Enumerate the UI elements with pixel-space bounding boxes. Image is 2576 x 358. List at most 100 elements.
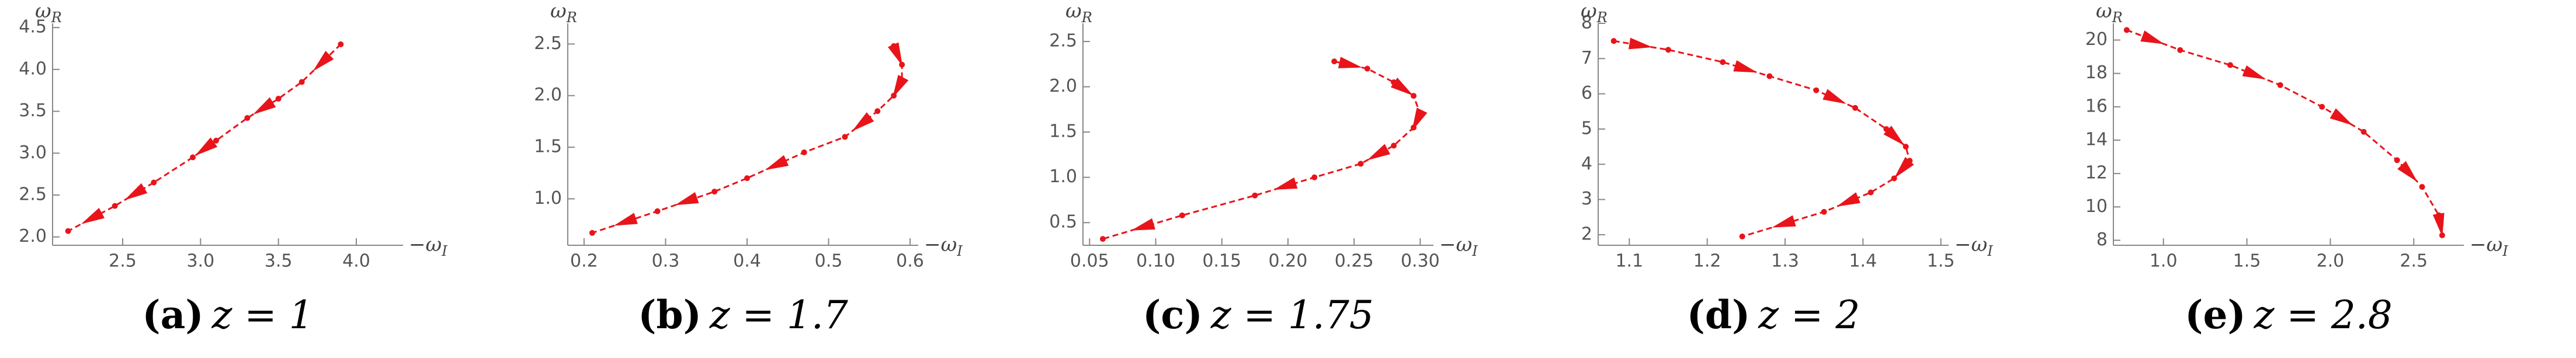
x-tick-label: 1.3 xyxy=(1771,251,1799,272)
arrow xyxy=(2397,161,2418,182)
x-axis-label: −ωI xyxy=(1954,233,1993,259)
point xyxy=(1766,73,1773,79)
point xyxy=(1411,124,1417,131)
x-tick-label: 4.0 xyxy=(342,251,370,272)
x-label-base: −ω xyxy=(924,233,957,256)
point xyxy=(1311,174,1318,180)
y-tick-label: 12 xyxy=(2085,163,2108,183)
arrow xyxy=(1836,192,1860,207)
x-tick-label: 0.10 xyxy=(1136,251,1175,272)
y-tick-label: 0.5 xyxy=(1049,212,1077,232)
point xyxy=(1391,79,1397,85)
arrow xyxy=(1733,60,1758,73)
x-axis-label: −ωI xyxy=(924,233,963,259)
point xyxy=(891,92,897,99)
x-tick-label: 0.05 xyxy=(1070,251,1109,272)
point xyxy=(1665,47,1671,53)
curve xyxy=(1613,40,1911,238)
point xyxy=(213,137,219,144)
arrow xyxy=(1131,218,1155,231)
arrow xyxy=(2329,108,2353,126)
arrow xyxy=(124,183,148,200)
point xyxy=(1364,65,1370,72)
caption: (b) z = 1.7 xyxy=(638,292,848,338)
y-tick-label: 2 xyxy=(1581,224,1592,244)
caption-math: z = 1.75 xyxy=(1210,293,1374,338)
point xyxy=(842,134,848,140)
x-label-sub: I xyxy=(2502,243,2508,259)
point xyxy=(899,61,905,68)
point xyxy=(1252,192,1258,199)
y-tick-label: 4 xyxy=(1581,154,1592,174)
point xyxy=(2227,62,2233,68)
point xyxy=(65,228,71,234)
point xyxy=(1099,236,1106,242)
y-label-sub: R xyxy=(1596,9,1608,26)
x-label-sub: I xyxy=(1471,243,1478,259)
x-tick-label: 2.0 xyxy=(2317,251,2345,272)
point xyxy=(1417,111,1424,117)
x-tick-label: 2.5 xyxy=(2400,251,2428,272)
point xyxy=(190,154,196,161)
point xyxy=(1821,208,1827,215)
point xyxy=(2123,27,2130,33)
x-tick-label: 0.15 xyxy=(1202,251,1241,272)
y-label-base: ω xyxy=(1065,0,1082,23)
point xyxy=(874,108,881,114)
x-label-base: −ω xyxy=(1439,233,1472,256)
point xyxy=(2319,103,2325,110)
x-tick-label: 0.2 xyxy=(570,251,598,272)
x-tick-label: 0.3 xyxy=(652,251,680,272)
y-label-base: ω xyxy=(35,0,51,23)
y-tick-label: 10 xyxy=(2085,196,2108,217)
y-axis-label: ωR xyxy=(1581,0,1608,26)
y-tick-label: 1.5 xyxy=(1049,121,1077,142)
arrow xyxy=(675,192,699,206)
y-axis-label: ωR xyxy=(550,0,577,26)
y-tick-label: 8 xyxy=(1581,13,1592,33)
x-tick-label: 3.5 xyxy=(265,251,293,272)
arrow xyxy=(1338,57,1363,68)
y-label-base: ω xyxy=(550,0,567,23)
x-axis-label: −ωI xyxy=(409,233,447,259)
caption-label: (a) xyxy=(142,292,203,338)
arrow xyxy=(887,42,903,67)
x-label-base: −ω xyxy=(1954,233,1987,256)
point xyxy=(2177,47,2183,53)
caption-math: z = 1.7 xyxy=(709,293,848,338)
y-tick-label: 20 xyxy=(2085,29,2108,50)
point xyxy=(801,149,807,155)
arrow xyxy=(313,51,334,72)
caption: (d) z = 2 xyxy=(1687,292,1860,338)
y-axis-label: ωR xyxy=(1065,0,1092,26)
caption: (e) z = 2.8 xyxy=(2185,292,2392,338)
x-tick-label: 1.0 xyxy=(2150,251,2178,272)
y-axis-label: ωR xyxy=(2096,0,2123,26)
y-tick-label: 2.5 xyxy=(1049,31,1077,51)
curve xyxy=(2126,29,2443,236)
y-tick-label: 3.0 xyxy=(19,142,47,163)
y-tick-label: 5 xyxy=(1581,118,1592,138)
y-tick-label: 18 xyxy=(2085,62,2108,83)
y-label-sub: R xyxy=(566,9,577,26)
x-tick-label: 1.2 xyxy=(1693,251,1721,272)
y-tick-label: 6 xyxy=(1581,83,1592,103)
point xyxy=(1907,158,1913,164)
arrow xyxy=(1273,177,1298,190)
caption-label: (c) xyxy=(1143,292,1203,338)
y-tick-label: 3.5 xyxy=(19,100,47,121)
x-label-sub: I xyxy=(441,243,447,259)
y-tick-label: 2.0 xyxy=(1049,76,1077,96)
curve xyxy=(67,43,342,232)
x-tick-label: 1.5 xyxy=(2233,251,2261,272)
curve xyxy=(592,46,903,234)
point xyxy=(2419,184,2425,190)
arrow xyxy=(765,155,789,171)
y-tick-label: 4.5 xyxy=(19,17,47,37)
caption-label: (e) xyxy=(2185,292,2245,338)
point xyxy=(1411,93,1417,99)
y-label-sub: R xyxy=(2112,9,2123,26)
x-label-sub: I xyxy=(956,243,963,259)
x-label-base: −ω xyxy=(2470,233,2502,256)
